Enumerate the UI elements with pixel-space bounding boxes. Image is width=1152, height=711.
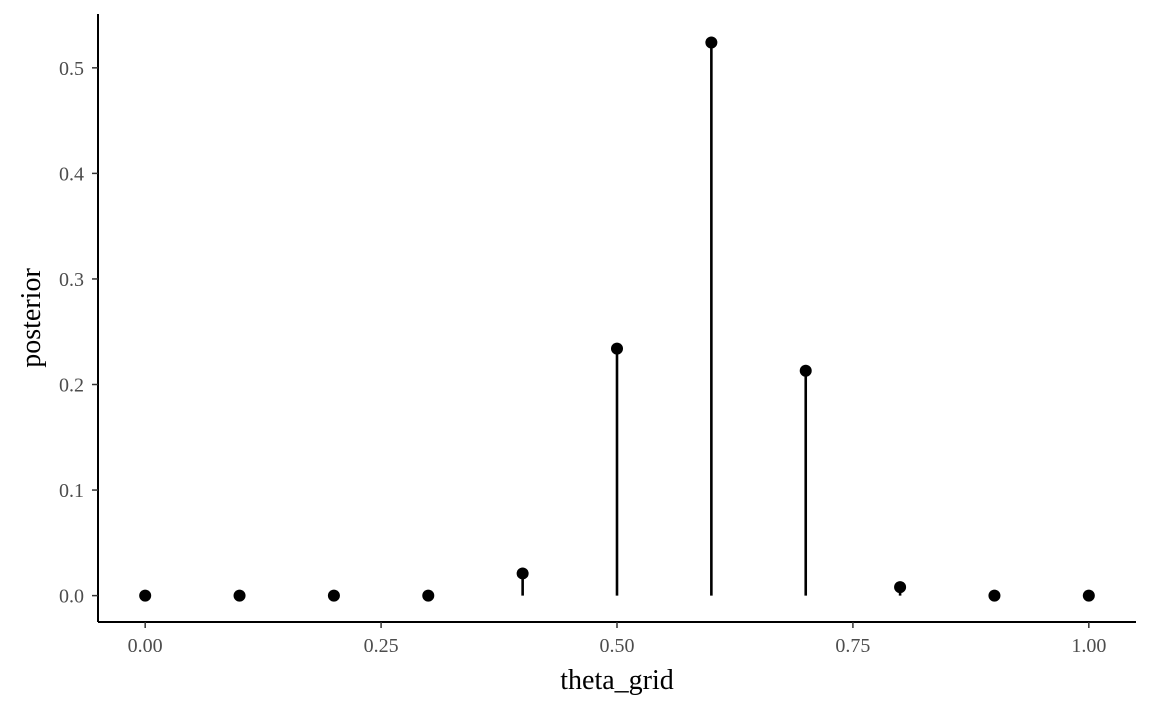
- posterior-point: [139, 589, 152, 602]
- posterior-point: [894, 581, 907, 594]
- x-tick-label: 0.00: [128, 635, 163, 657]
- x-tick-label: 1.00: [1071, 635, 1106, 657]
- x-tick-label: 0.25: [364, 635, 399, 657]
- x-axis-title: theta_grid: [560, 665, 674, 696]
- y-tick-label: 0.2: [59, 375, 84, 397]
- posterior-point: [799, 364, 812, 377]
- x-tick-label: 0.75: [835, 635, 870, 657]
- posterior-point: [988, 589, 1001, 602]
- y-axis-ticks: 0.0 0.1 0.2 0.3 0.4 0.5: [59, 58, 98, 608]
- posterior-point: [516, 567, 529, 580]
- posterior-point: [705, 36, 718, 49]
- x-tick-label: 0.50: [600, 635, 635, 657]
- y-tick-label: 0.4: [59, 163, 84, 185]
- posterior-point: [611, 342, 623, 355]
- y-tick-label: 0.1: [59, 480, 84, 502]
- y-tick-label: 0.5: [59, 58, 84, 80]
- y-tick-label: 0.3: [59, 269, 84, 291]
- points-layer: [139, 36, 1095, 602]
- y-axis-title: posterior: [16, 268, 47, 368]
- stems-layer: [521, 42, 902, 596]
- posterior-point: [1082, 589, 1095, 602]
- y-tick-label: 0.0: [59, 586, 84, 608]
- x-axis-ticks: 0.00 0.25 0.50 0.75 1.00: [128, 622, 1106, 657]
- posterior-point: [327, 589, 340, 602]
- posterior-point: [233, 589, 246, 602]
- posterior-point: [422, 589, 435, 602]
